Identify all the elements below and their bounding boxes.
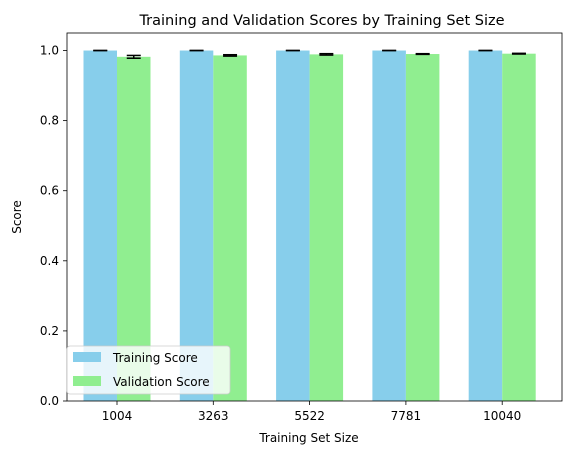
bar-training-score-10040	[468, 50, 503, 402]
chart-title: Training and Validation Scores by Traini…	[138, 13, 504, 29]
bar-training-score-7781	[372, 50, 406, 402]
y-tick-label-0.4: 0.4	[40, 254, 59, 268]
y-axis-title: Score	[10, 200, 24, 234]
x-tick-label-7781: 7781	[391, 409, 422, 423]
error-bar-validation-score-7781	[415, 52, 430, 56]
x-tick-label-10040: 10040	[483, 409, 521, 423]
bar-training-score-5522	[276, 50, 310, 402]
y-tick-label-0.2: 0.2	[40, 324, 59, 338]
x-axis-title: Training Set Size	[258, 431, 358, 445]
y-axis-ticks: 0.0 0.2 0.4 0.6 0.8 1.0	[40, 44, 67, 408]
plot-frame	[66, 32, 563, 402]
bars-layer	[83, 50, 536, 402]
bar-validation-score-3263	[213, 55, 247, 401]
legend-label-validation: Validation Score	[113, 375, 210, 389]
bar-training-score-3263	[179, 50, 214, 402]
x-axis-ticks: 1004 3263 5522 7781 10040	[102, 401, 521, 423]
y-tick-label-0.8: 0.8	[40, 114, 59, 128]
error-bar-validation-score-10040	[511, 52, 526, 55]
bar-validation-score-1004	[117, 56, 151, 401]
axes-layer	[66, 32, 563, 402]
error-bar-validation-score-3263	[223, 53, 238, 57]
y-tick-label-0.6: 0.6	[40, 184, 59, 198]
x-tick-label-3263: 3263	[198, 409, 229, 423]
bar-validation-score-7781	[405, 54, 440, 402]
legend-swatch-training	[73, 352, 101, 362]
legend: Training Score Validation Score	[66, 345, 231, 395]
y-tick-label-0.0: 0.0	[40, 394, 59, 408]
error-bar-validation-score-1004	[126, 54, 141, 59]
y-tick-label-1.0: 1.0	[40, 44, 59, 58]
legend-label-training: Training Score	[112, 351, 198, 365]
x-tick-label-5522: 5522	[294, 409, 325, 423]
x-tick-label-1004: 1004	[102, 409, 133, 423]
bar-training-score-1004	[83, 50, 117, 402]
error-bars-layer	[93, 49, 526, 59]
bar-validation-score-5522	[309, 54, 344, 401]
error-bar-validation-score-5522	[319, 52, 334, 56]
legend-swatch-validation	[73, 376, 101, 386]
legend-box	[66, 345, 231, 395]
bar-validation-score-10040	[502, 53, 536, 401]
